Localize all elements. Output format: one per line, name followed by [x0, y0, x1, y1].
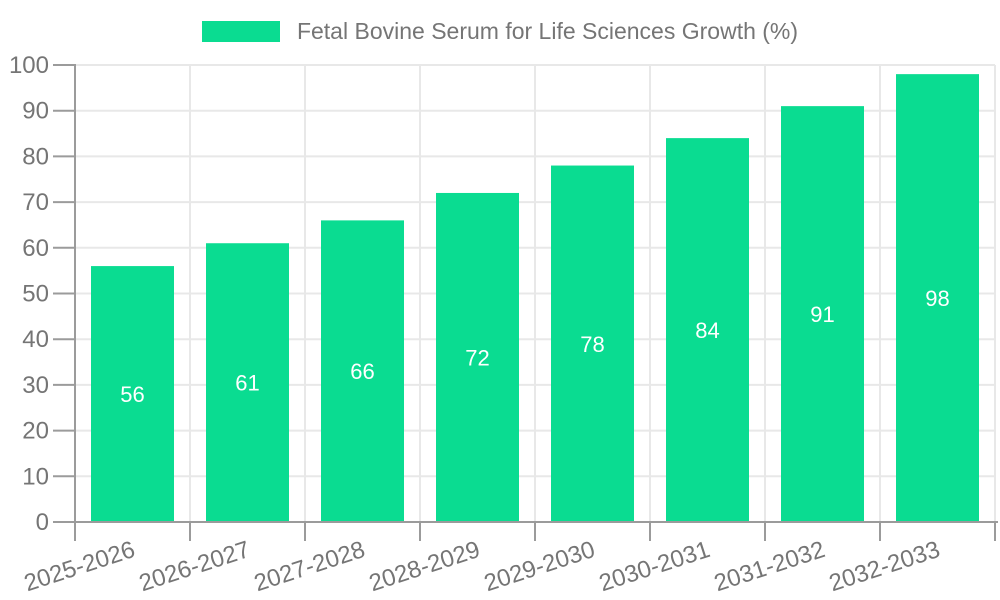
y-axis-tick-label: 60	[22, 235, 49, 262]
bar[interactable]	[896, 74, 979, 521]
bar[interactable]	[436, 192, 519, 521]
bar[interactable]	[321, 220, 404, 521]
bar-value-label: 72	[465, 345, 489, 370]
bar-value-label: 56	[120, 382, 144, 407]
y-axis-tick-label: 30	[22, 372, 49, 399]
x-axis-category-label: 2031-2032	[711, 536, 829, 597]
y-axis-tick-label: 50	[22, 281, 49, 308]
bar[interactable]	[91, 266, 174, 521]
y-axis-tick-label: 90	[22, 98, 49, 125]
bar[interactable]	[666, 138, 749, 521]
y-axis-tick-label: 0	[36, 509, 49, 536]
y-axis-tick-label: 70	[22, 189, 49, 216]
x-axis-category-label: 2026-2027	[136, 536, 254, 597]
bar[interactable]	[206, 243, 289, 522]
legend-item[interactable]: Fetal Bovine Serum for Life Sciences Gro…	[0, 20, 1000, 43]
legend-label: Fetal Bovine Serum for Life Sciences Gro…	[296, 18, 799, 44]
x-axis-category-label: 2032-2033	[826, 536, 944, 597]
bar-value-label: 78	[580, 332, 604, 357]
bar[interactable]	[551, 165, 634, 522]
bar-value-label: 66	[350, 359, 374, 384]
x-axis-category-label: 2028-2029	[366, 536, 484, 597]
bar-value-label: 61	[235, 371, 259, 396]
y-axis-tick-label: 80	[22, 143, 49, 170]
bar[interactable]	[781, 106, 864, 521]
y-axis-tick-label: 40	[22, 326, 49, 353]
x-axis-category-label: 2025-2026	[21, 536, 139, 597]
y-axis-tick-label: 20	[22, 418, 49, 445]
bar-value-label: 84	[695, 318, 719, 343]
x-axis-category-label: 2027-2028	[251, 536, 369, 597]
y-axis-tick-label: 10	[22, 463, 49, 490]
x-axis-category-label: 2029-2030	[481, 536, 599, 597]
bar-value-label: 98	[925, 286, 949, 311]
legend-swatch	[201, 21, 280, 42]
y-axis-tick-label: 100	[9, 52, 49, 79]
x-axis-category-label: 2030-2031	[596, 536, 714, 597]
bar-value-label: 91	[810, 302, 834, 327]
